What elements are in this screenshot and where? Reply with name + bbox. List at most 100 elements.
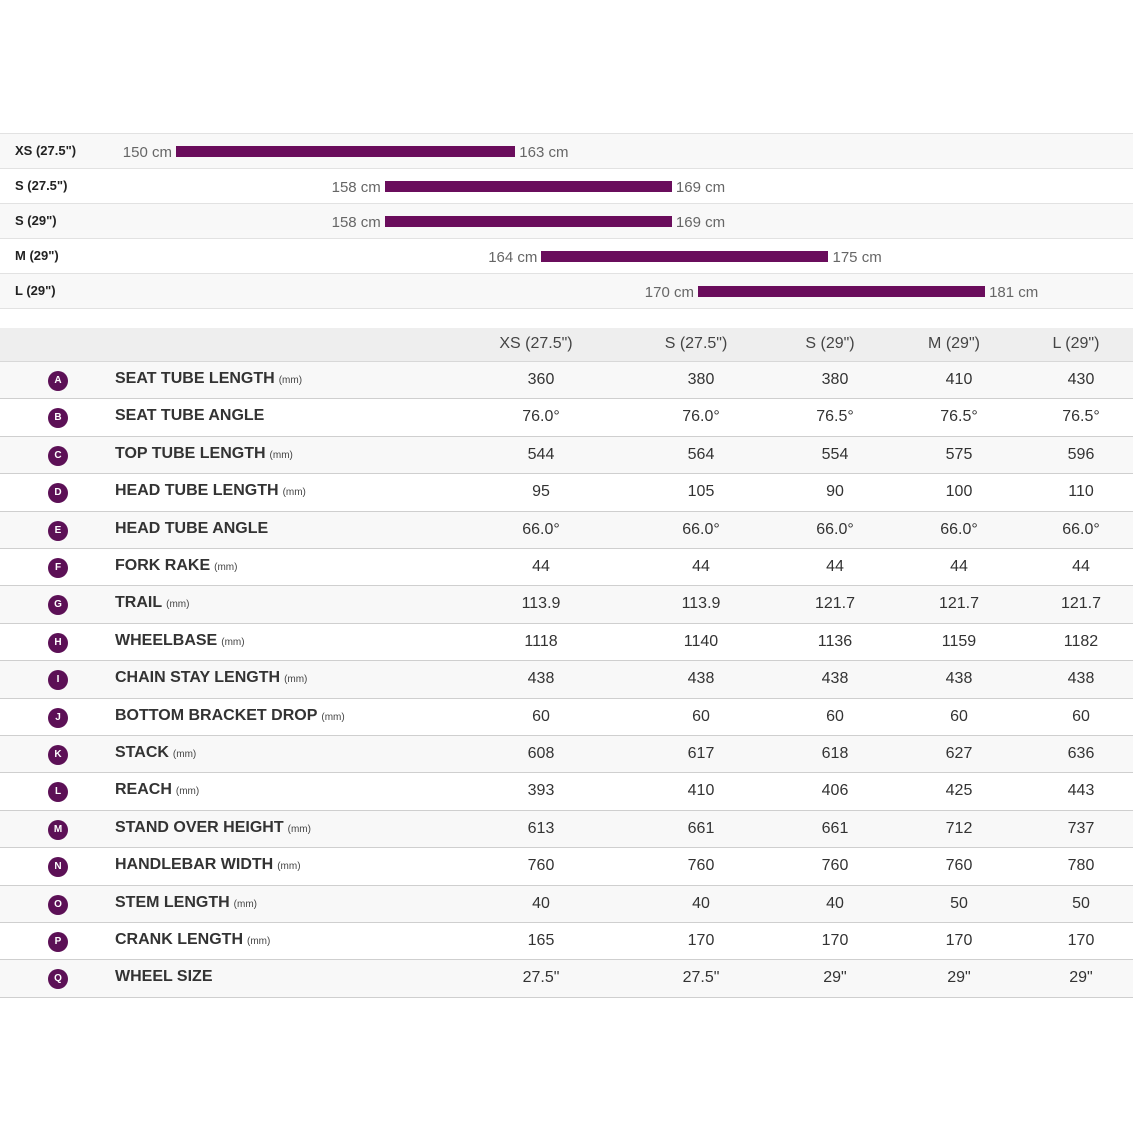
cell-value: 66.0° xyxy=(1062,520,1100,538)
cell-value: 564 xyxy=(687,445,715,463)
cell-value: 44 xyxy=(950,558,968,575)
table-row: C TOP TUBE LENGTH (mm) 544 564 554 575 596 xyxy=(0,436,1133,475)
parameter-label: SEAT TUBE ANGLE xyxy=(115,407,265,425)
height-range-bar xyxy=(698,286,986,297)
cell-value: 100 xyxy=(945,483,973,501)
cell-value: 44 xyxy=(826,558,844,575)
parameter-name: SEAT TUBE ANGLE xyxy=(115,407,264,425)
cell-value: 438 xyxy=(821,670,849,688)
min-height: 158 cm xyxy=(331,179,381,196)
max-height: 181 cm xyxy=(989,284,1039,301)
parameter-label: WHEEL SIZE xyxy=(115,968,213,986)
letter-badge: O xyxy=(48,894,68,915)
cell-value: 380 xyxy=(821,371,849,388)
table-row: G TRAIL (mm) 113.9 113.9 121.7 121.7 121.7 xyxy=(0,586,1133,624)
cell-value: 44 xyxy=(532,558,550,575)
table-row: A SEAT TUBE LENGTH (mm) 360 380 380 410 430 xyxy=(0,362,1133,400)
parameter-name: WHEELBASE (mm) xyxy=(115,632,245,650)
parameter-name: CRANK LENGTH (mm) xyxy=(115,931,270,949)
cell-value: 121.7 xyxy=(1060,595,1102,613)
min-height: 158 cm xyxy=(331,214,381,231)
unit-label: (mm) xyxy=(175,786,200,798)
cell-value: 60 xyxy=(950,707,968,725)
cell-value: 406 xyxy=(821,782,849,800)
cell-value: 66.0° xyxy=(940,520,978,538)
size-label: L (29") xyxy=(15,283,56,298)
cell-value: 90 xyxy=(826,483,844,501)
parameter-name: HEAD TUBE LENGTH (mm) xyxy=(115,482,306,500)
cell-value: 60 xyxy=(826,707,844,725)
letter-badge: I xyxy=(48,670,68,691)
cell-value: 29" xyxy=(947,969,971,987)
column-header: S (27.5") xyxy=(664,335,728,352)
table-row: M STAND OVER HEIGHT (mm) 613 661 661 712 737 xyxy=(0,810,1133,849)
cell-value: 737 xyxy=(1067,819,1095,837)
cell-value: 575 xyxy=(945,445,973,463)
cell-value: 121.7 xyxy=(938,595,980,613)
parameter-name: WHEEL SIZE xyxy=(115,968,213,986)
parameter-name: TRAIL (mm) xyxy=(115,594,189,612)
cell-value: 121.7 xyxy=(814,595,856,613)
table-row: H WHEELBASE (mm) 1118 1140 1136 1159 1182 xyxy=(0,624,1133,662)
cell-value: 44 xyxy=(1072,558,1090,575)
cell-value: 380 xyxy=(687,371,715,388)
parameter-label: REACH xyxy=(115,781,172,799)
size-row: S (29") 158 cm 169 cm xyxy=(0,204,1133,239)
cell-value: 113.9 xyxy=(521,595,561,613)
cell-value: 760 xyxy=(945,857,973,875)
cell-value: 60 xyxy=(692,707,710,725)
cell-value: 165 xyxy=(527,932,555,949)
cell-value: 50 xyxy=(950,894,968,912)
cell-value: 27.5" xyxy=(682,969,720,987)
unit-label: (mm) xyxy=(214,562,238,573)
size-label: S (27.5") xyxy=(15,178,68,193)
unit-label: (mm) xyxy=(278,375,303,386)
min-height: 170 cm xyxy=(644,284,694,301)
letter-badge: N xyxy=(48,857,68,878)
parameter-label: STAND OVER HEIGHT xyxy=(115,818,284,836)
letter-badge: H xyxy=(48,632,68,653)
size-row: M (29") 164 cm 175 cm xyxy=(0,239,1133,274)
cell-value: 1140 xyxy=(683,632,719,650)
cell-value: 760 xyxy=(527,857,555,875)
cell-value: 661 xyxy=(687,819,715,837)
parameter-name: CHAIN STAY LENGTH (mm) xyxy=(115,669,307,687)
parameter-label: TRAIL xyxy=(115,594,163,612)
height-range-bar xyxy=(176,146,516,157)
parameter-name: TOP TUBE LENGTH (mm) xyxy=(115,445,293,463)
cell-value: 760 xyxy=(821,857,849,875)
height-range-bar xyxy=(541,251,829,262)
cell-value: 438 xyxy=(527,670,555,688)
cell-value: 438 xyxy=(1067,670,1095,688)
cell-value: 76.5° xyxy=(1062,408,1100,426)
unit-label: (mm) xyxy=(284,674,308,686)
parameter-label: SEAT TUBE LENGTH xyxy=(115,370,275,387)
column-header: S (29") xyxy=(805,335,855,352)
letter-badge: L xyxy=(48,782,68,803)
table-row: D HEAD TUBE LENGTH (mm) 95 105 90 100 110 xyxy=(0,474,1133,512)
parameter-name: STAND OVER HEIGHT (mm) xyxy=(115,819,311,837)
cell-value: 95 xyxy=(532,483,550,501)
table-row: Q WHEEL SIZE 27.5" 27.5" 29" 29" 29" xyxy=(0,960,1133,998)
letter-badge: G xyxy=(48,595,68,616)
cell-value: 438 xyxy=(687,670,715,688)
height-range-bar xyxy=(384,216,672,227)
cell-value: 613 xyxy=(527,819,555,837)
cell-value: 66.0° xyxy=(522,520,560,538)
cell-value: 40 xyxy=(532,894,550,912)
cell-value: 76.5° xyxy=(940,408,978,426)
table-row: I CHAIN STAY LENGTH (mm) 438 438 438 438 438 xyxy=(0,661,1133,699)
cell-value: 760 xyxy=(687,857,715,875)
letter-badge: F xyxy=(48,558,68,578)
cell-value: 60 xyxy=(1072,707,1090,725)
cell-value: 1159 xyxy=(941,632,977,650)
parameter-label: CHAIN STAY LENGTH xyxy=(115,669,281,687)
cell-value: 1118 xyxy=(524,632,558,650)
table-row: K STACK (mm) 608 617 618 627 636 xyxy=(0,736,1133,774)
min-height: 150 cm xyxy=(122,144,172,161)
parameter-label: TOP TUBE LENGTH xyxy=(115,444,266,462)
parameter-name: HEAD TUBE ANGLE xyxy=(115,520,268,538)
max-height: 175 cm xyxy=(832,249,882,266)
unit-label: (mm) xyxy=(321,711,345,723)
